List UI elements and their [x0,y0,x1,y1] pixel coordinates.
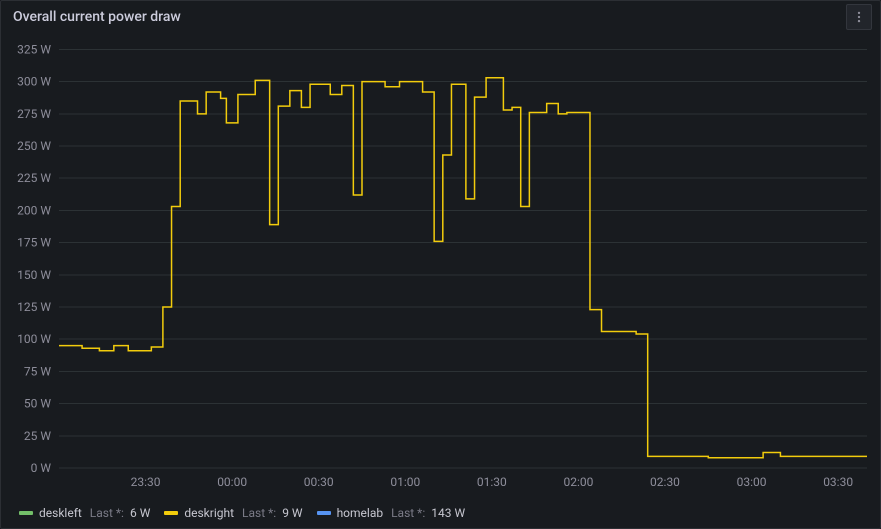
svg-text:175 W: 175 W [17,236,51,250]
kebab-icon [852,10,866,24]
legend: deskleft Last *: 6 W deskright Last *: 9 W hom… [1,498,880,528]
legend-stat-label: Last *: [391,506,425,520]
chart-panel: Overall current power draw 0 W 25 W 50 W 75… [0,0,881,529]
legend-stat-label: Last *: [90,506,124,520]
svg-text:02:00: 02:00 [563,475,593,489]
svg-text:225 W: 225 W [17,171,51,185]
svg-text:100 W: 100 W [17,332,51,346]
legend-item-deskleft[interactable]: deskleft Last *: 6 W [19,506,150,520]
svg-text:150 W: 150 W [17,268,51,282]
legend-swatch [19,511,33,515]
svg-text:25 W: 25 W [24,429,51,443]
svg-text:325 W: 325 W [17,42,51,56]
svg-text:0 W: 0 W [31,461,52,475]
legend-series-name: deskleft [39,506,82,520]
svg-text:300 W: 300 W [17,75,51,89]
legend-series-name: homelab [337,506,384,520]
svg-text:03:30: 03:30 [823,475,853,489]
svg-text:75 W: 75 W [24,364,51,378]
svg-text:50 W: 50 W [24,397,51,411]
svg-text:250 W: 250 W [17,139,51,153]
svg-text:125 W: 125 W [17,300,51,314]
legend-item-deskright[interactable]: deskright Last *: 9 W [164,506,302,520]
legend-stat-value: 6 W [130,506,150,520]
panel-header: Overall current power draw [1,1,880,33]
legend-swatch [317,511,331,515]
legend-stat-label: Last *: [242,506,276,520]
svg-text:00:00: 00:00 [217,475,247,489]
legend-stat-value: 9 W [282,506,302,520]
legend-series-name: deskright [184,506,234,520]
svg-text:01:00: 01:00 [390,475,420,489]
svg-text:03:00: 03:00 [737,475,767,489]
legend-item-homelab[interactable]: homelab Last *: 143 W [317,506,466,520]
legend-stat-value: 143 W [431,506,465,520]
svg-text:200 W: 200 W [17,203,51,217]
svg-text:01:30: 01:30 [477,475,507,489]
timeseries-chart: 0 W 25 W 50 W 75 W 100 W 125 W 150 W 175 W 200 W… [1,33,881,498]
chart-area[interactable]: 0 W 25 W 50 W 75 W 100 W 125 W 150 W 175 W 200 W… [1,33,881,498]
panel-title: Overall current power draw [9,9,846,25]
panel-menu-button[interactable] [846,4,872,30]
svg-text:275 W: 275 W [17,107,51,121]
svg-text:00:30: 00:30 [304,475,334,489]
legend-swatch [164,511,178,515]
svg-text:23:30: 23:30 [131,475,161,489]
svg-text:02:30: 02:30 [650,475,680,489]
